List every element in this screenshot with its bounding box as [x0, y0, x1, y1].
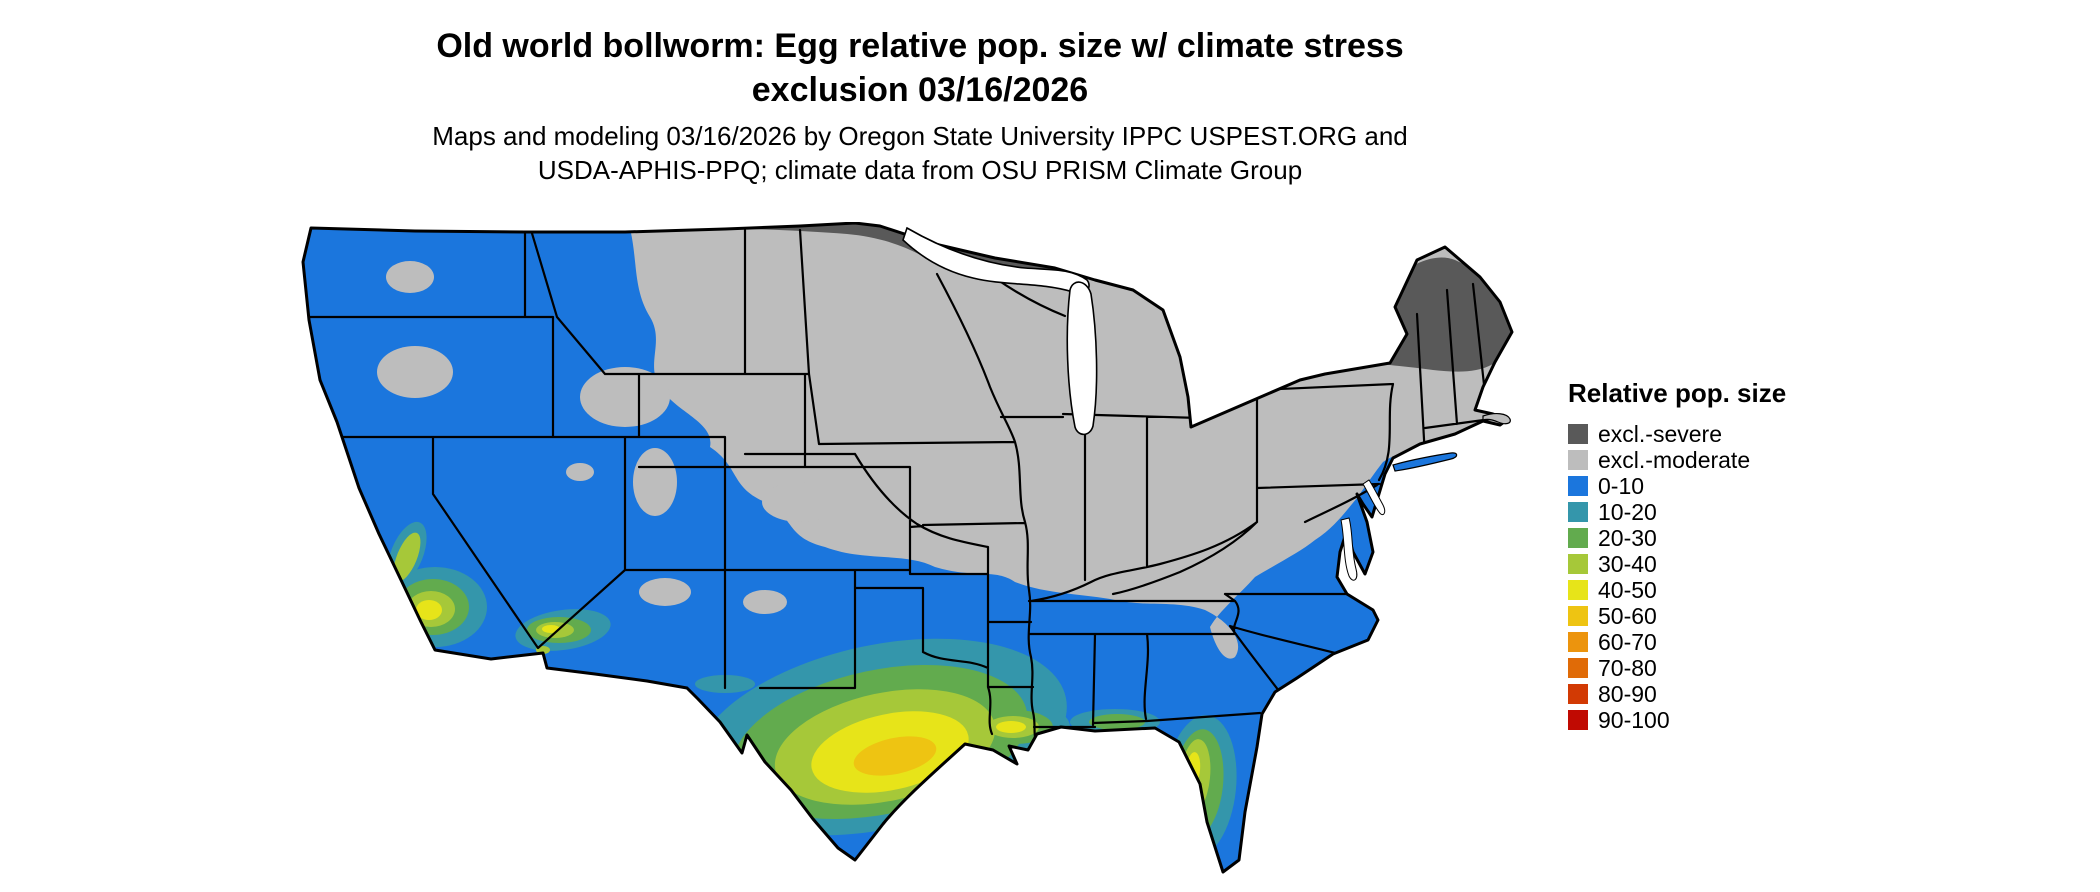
legend-item: 20-30: [1568, 525, 1786, 551]
legend-swatch: [1568, 606, 1588, 626]
state-borders: [303, 228, 1503, 744]
legend-title: Relative pop. size: [1568, 378, 1787, 408]
delaware-bay: [1362, 479, 1386, 516]
page-title: Old world bollworm: Egg relative pop. si…: [0, 24, 1840, 112]
legend-swatch: [1568, 450, 1588, 470]
legend-label: 90-100: [1598, 706, 1670, 733]
legend-swatch: [1568, 684, 1588, 704]
legend-item: 70-80: [1568, 655, 1786, 681]
legend-label: 40-50: [1598, 576, 1657, 603]
legend-swatch: [1568, 710, 1588, 730]
legend-label: 50-60: [1598, 602, 1657, 629]
cape-cod: [1482, 413, 1511, 425]
legend-swatch: [1568, 658, 1588, 678]
legend-label: excl.-severe: [1598, 420, 1722, 447]
legend-label: 70-80: [1598, 654, 1657, 681]
page-title-line1: Old world bollworm: Egg relative pop. si…: [436, 27, 1404, 65]
legend-item: 80-90: [1568, 681, 1786, 707]
atlantic-bays: [1340, 479, 1386, 581]
legend-swatch: [1568, 528, 1588, 548]
lake-michigan: [1066, 281, 1098, 436]
page-subtitle-line2: USDA-APHIS-PPQ; climate data from OSU PR…: [537, 154, 1303, 185]
legend: Relative pop. size excl.-severe excl.-mo…: [1568, 378, 1786, 733]
legend-swatch: [1568, 580, 1588, 600]
legend-label: excl.-moderate: [1598, 446, 1751, 473]
legend-item: 60-70: [1568, 629, 1786, 655]
legend-item: 10-20: [1568, 499, 1786, 525]
legend-item: excl.-severe: [1568, 421, 1786, 447]
hotspot-50-60-layer: [853, 736, 937, 776]
great-lakes: [902, 226, 1098, 436]
legend-item: 40-50: [1568, 577, 1786, 603]
legend-swatch: [1568, 476, 1588, 496]
legend-label: 10-20: [1598, 498, 1657, 525]
legend-item: 50-60: [1568, 603, 1786, 629]
legend-label: 20-30: [1598, 524, 1657, 551]
chesapeake-bay: [1340, 517, 1358, 581]
long-island: [1392, 452, 1458, 472]
legend-swatch: [1568, 502, 1588, 522]
legend-label: 0-10: [1598, 472, 1645, 499]
legend-item: 0-10: [1568, 473, 1786, 499]
page-subtitle: Maps and modeling 03/16/2026 by Oregon S…: [0, 120, 1840, 188]
legend-label: 80-90: [1598, 680, 1657, 707]
page-title-line2: exclusion 03/16/2026: [751, 71, 1089, 110]
us-outline: [301, 222, 1514, 874]
legend-swatch: [1568, 424, 1588, 444]
us-map: [295, 222, 1520, 884]
us-map-svg: [301, 222, 1514, 874]
legend-item: 30-40: [1568, 551, 1786, 577]
legend-swatch: [1568, 554, 1588, 574]
legend-label: 30-40: [1598, 550, 1657, 577]
mountain-exclusion-patches: [377, 261, 838, 614]
legend-label: 60-70: [1598, 628, 1657, 655]
legend-item: excl.-moderate: [1568, 447, 1786, 473]
legend-item: 90-100: [1568, 707, 1786, 733]
page-subtitle-line1: Maps and modeling 03/16/2026 by Oregon S…: [432, 121, 1408, 151]
legend-swatch: [1568, 632, 1588, 652]
